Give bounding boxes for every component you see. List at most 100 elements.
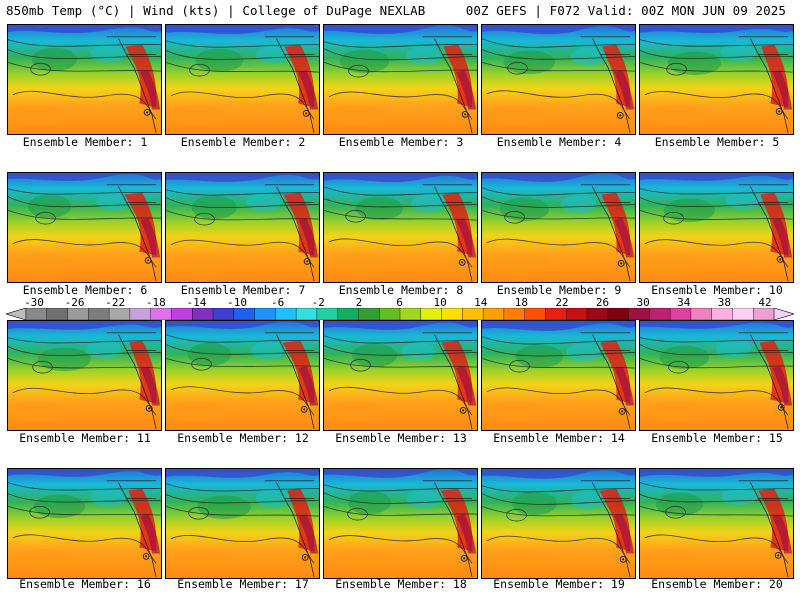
colorbar-segment [150,308,172,320]
ensemble-member-label: Ensemble Member: 18 [335,577,467,591]
ensemble-map-panel [481,172,636,283]
ensemble-map-panel [639,24,794,135]
ensemble-map-panel [165,24,320,135]
ensemble-map-panel [7,320,162,431]
ensemble-map-panel [165,172,320,283]
colorbar-left-arrow [6,308,27,320]
colorbar-segment [212,308,235,320]
colorbar-tick-label: 10 [433,296,447,309]
colorbar-tick-label: -18 [145,296,166,309]
colorbar-tick-label: 38 [717,296,731,309]
ensemble-map-panel [7,468,162,579]
colorbar-segment [379,308,401,320]
ensemble-member-label: Ensemble Member: 17 [177,577,309,591]
colorbar-segment [753,308,775,320]
ensemble-map-panel [639,320,794,431]
colorbar-tick-label: -10 [227,296,247,309]
colorbar-segment [295,308,318,320]
ensemble-member-label: Ensemble Member: 10 [651,283,783,297]
ensemble-map-panel [7,172,162,283]
colorbar-tick-label: 22 [555,296,569,309]
ensemble-map-panel [323,24,478,135]
colorbar-segment [233,308,256,320]
colorbar-segment [566,308,588,320]
colorbar-tick-label: -22 [105,296,126,309]
colorbar-segment [316,308,339,320]
colorbar-segment [690,308,713,320]
colorbar-segment [441,308,463,320]
ensemble-member-label: Ensemble Member: 19 [493,577,625,591]
ensemble-member-label: Ensemble Member: 16 [19,577,151,591]
colorbar-segment [732,308,754,320]
colorbar-strip [6,308,794,320]
colorbar-segment [358,308,380,320]
colorbar-segment [462,308,484,320]
ensemble-map-panel [481,24,636,135]
ensemble-member-label: Ensemble Member: 8 [338,283,464,297]
colorbar-tick-label: 2 [355,296,363,309]
ensemble-map-panel [165,468,320,579]
ensemble-map-panel [639,172,794,283]
ensemble-member-label: Ensemble Member: 5 [654,135,780,149]
colorbar-segment [669,308,692,320]
colorbar-tick-label: 18 [514,296,528,309]
colorbar-segment [503,308,526,320]
colorbar-segment [607,308,630,320]
colorbar-segment [545,308,567,320]
ensemble-member-label: Ensemble Member: 4 [496,135,622,149]
colorbar-tick-label: -26 [64,296,85,309]
colorbar-tick-label: 6 [396,296,403,309]
colorbar-segment [482,308,505,320]
colorbar-tick-label: -2 [311,296,325,309]
colorbar-segment [108,308,131,320]
colorbar-segment [628,308,650,320]
ensemble-member-label: Ensemble Member: 6 [22,283,148,297]
ensemble-map-panel [165,320,320,431]
colorbar-segment [171,308,193,320]
colorbar-segment [25,308,48,320]
colorbar-segment [337,308,359,320]
ensemble-map-panel [481,468,636,579]
colorbar-tick-label: 34 [677,296,691,309]
colorbar-tick-label: -14 [186,296,207,309]
colorbar-tick-label: 26 [595,296,610,309]
colorbar-tick-label: 14 [474,296,488,309]
colorbar-right-arrow [773,308,794,320]
ensemble-member-label: Ensemble Member: 1 [22,135,148,149]
ensemble-member-label: Ensemble Member: 9 [496,283,622,297]
colorbar-segment [420,308,443,320]
ensemble-map-panel [639,468,794,579]
ensemble-member-label: Ensemble Member: 3 [338,135,464,149]
colorbar-segment [129,308,152,320]
ensemble-member-label: Ensemble Member: 20 [651,577,783,591]
colorbar-segment [192,308,214,320]
colorbar-tick-label: -30 [24,296,44,309]
ensemble-member-label: Ensemble Member: 12 [177,431,309,445]
ensemble-member-label: Ensemble Member: 11 [19,431,151,445]
colorbar-segment [67,308,89,320]
colorbar-tick-label: -6 [271,296,285,309]
ensemble-map-panel [323,172,478,283]
colorbar-segment [586,308,609,320]
ensemble-member-label: Ensemble Member: 15 [651,431,783,445]
colorbar-tick-label: 30 [636,296,650,309]
colorbar-segment [649,308,671,320]
colorbar-segment [275,308,297,320]
colorbar-segment [399,308,422,320]
ensemble-member-label: Ensemble Member: 2 [180,135,306,149]
colorbar-segment [711,308,733,320]
ensemble-map-panel [323,320,478,431]
colorbar-segment [524,308,546,320]
ensemble-member-label: Ensemble Member: 7 [180,283,306,297]
ensemble-map-panel [481,320,636,431]
colorbar-tick-label: 42 [758,296,772,309]
header-run-info: 00Z GEFS | F072 Valid: 00Z MON JUN 09 20… [465,3,786,18]
colorbar-segment [88,308,110,320]
header-title: 850mb Temp (°C) | Wind (kts) | College o… [6,3,426,18]
ensemble-map-panel [7,24,162,135]
ensemble-member-label: Ensemble Member: 13 [335,431,467,445]
colorbar-segment [254,308,276,320]
colorbar-segment [46,308,69,320]
ensemble-member-label: Ensemble Member: 14 [493,431,625,445]
ensemble-map-panel [323,468,478,579]
